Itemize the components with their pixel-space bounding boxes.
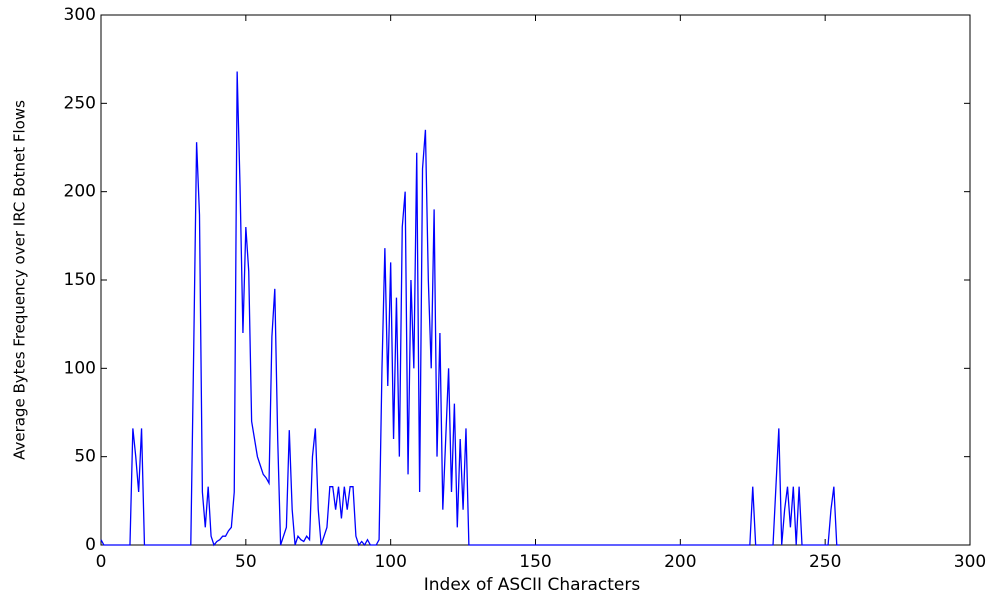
- y-tick-label: 300: [64, 5, 96, 25]
- plot-frame: [100, 14, 971, 546]
- x-tick-label: 200: [664, 552, 696, 572]
- x-tick-label: 300: [954, 552, 986, 572]
- x-tick-label: 250: [809, 552, 841, 572]
- y-tick-label: 100: [64, 358, 96, 378]
- y-tick-label: 200: [64, 182, 96, 202]
- data-line: [100, 71, 840, 547]
- x-tick-label: 150: [519, 552, 551, 572]
- y-tick-label: 250: [64, 93, 96, 113]
- x-tick-label: 50: [235, 552, 257, 572]
- x-axis-label: Index of ASCII Characters: [424, 575, 641, 595]
- x-tick-label: 0: [96, 552, 107, 572]
- y-tick-label: 0: [85, 535, 96, 555]
- x-tick-label: 100: [374, 552, 406, 572]
- y-tick-label: 50: [74, 447, 96, 467]
- y-axis-label: Average Bytes Frequency over IRC Botnet …: [11, 100, 29, 460]
- y-tick-label: 150: [64, 270, 96, 290]
